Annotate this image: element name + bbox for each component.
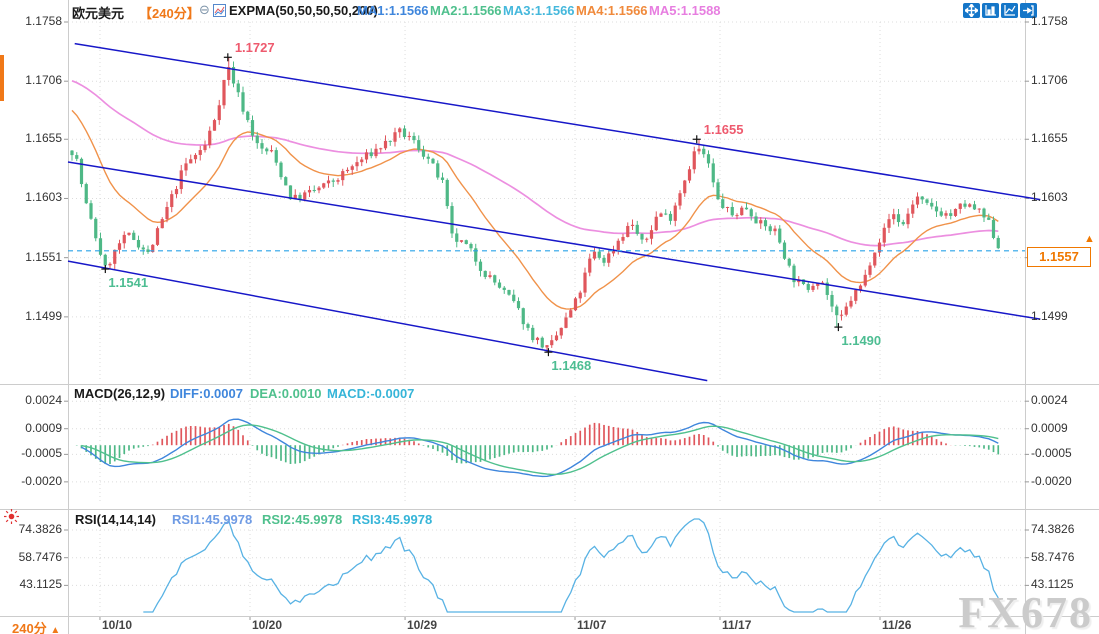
timeframe-label: 【240分】 <box>139 6 200 21</box>
date-tick-label: 11/26 <box>882 618 912 632</box>
rsi-axis-label: 43.1125 <box>19 577 63 591</box>
price-up-arrow-icon: ▲ <box>1084 233 1095 245</box>
macd-axis-label: -0.0005 <box>21 446 62 460</box>
ma1-value: MA1:1.1566 <box>357 3 429 18</box>
price-axis-label: 1.1499 <box>1031 309 1068 323</box>
price-annotation: 1.1468 <box>551 358 592 374</box>
exit-chart-icon[interactable] <box>1020 3 1037 18</box>
price-axis-label: 1.1706 <box>1031 73 1068 87</box>
last-price-tag: 1.1557 <box>1027 247 1091 267</box>
price-axis-label: 1.1758 <box>25 14 62 28</box>
date-tick-label: 10/10 <box>102 618 133 632</box>
price-annotation: 1.1490 <box>841 333 882 349</box>
macd-axis-label: 0.0009 <box>25 421 62 435</box>
pane-accent-bar <box>0 55 4 101</box>
rsi-axis-label: 43.1125 <box>1031 577 1074 591</box>
rsi3-value: RSI3:45.9978 <box>352 512 433 527</box>
macd-axis-label: -0.0020 <box>1031 474 1072 488</box>
price-annotation: 1.1541 <box>108 275 149 291</box>
macd-axis-label: -0.0020 <box>21 474 62 488</box>
footer-timeframe-arrow-icon: ▲ <box>50 625 61 634</box>
date-tick-label: 11/07 <box>577 618 607 632</box>
indicator-title: EXPMA(50,50,50,50,200) <box>229 3 378 18</box>
macd-axis-label: 0.0024 <box>25 393 62 407</box>
price-axis-label: 1.1603 <box>25 190 62 204</box>
macd-axis-label: -0.0005 <box>1031 446 1072 460</box>
price-annotation: 1.1727 <box>234 40 275 56</box>
ma5-value: MA5:1.1588 <box>649 3 721 18</box>
price-axis-label: 1.1603 <box>1031 190 1068 204</box>
price-axis-label: 1.1758 <box>1031 14 1068 28</box>
date-tick-label: 10/20 <box>252 618 283 632</box>
ma4-value: MA4:1.1566 <box>576 3 648 18</box>
footer-timeframe-selector[interactable]: 240分 ▲ <box>12 618 60 634</box>
ma2-value: MA2:1.1566 <box>430 3 502 18</box>
rsi-title: RSI(14,14,14) <box>75 512 156 527</box>
price-axis-label: 1.1706 <box>25 73 62 87</box>
rsi-axis-label: 74.3826 <box>18 522 62 536</box>
footer-timeframe-label: 240分 <box>12 621 47 634</box>
macd-diff-value: DIFF:0.0007 <box>170 386 243 401</box>
settings-sun-icon[interactable] <box>3 508 20 530</box>
move-icon[interactable] <box>963 3 980 18</box>
rsi2-value: RSI2:45.9978 <box>262 512 343 527</box>
scale-chart-icon[interactable] <box>1001 3 1018 18</box>
indicator-chart-icon <box>213 4 226 22</box>
collapse-icon[interactable]: ⊖ <box>199 2 210 17</box>
price-axis-label: 1.1551 <box>25 250 62 264</box>
symbol-title: 欧元美元 <box>72 6 125 21</box>
price-axis-label: 1.1655 <box>25 131 62 145</box>
ma3-value: MA3:1.1566 <box>503 3 575 18</box>
rsi-axis-label: 58.7476 <box>1031 550 1075 564</box>
price-annotation: 1.1655 <box>703 122 744 138</box>
date-tick-label: 11/17 <box>722 618 752 632</box>
macd-hist-value: MACD:-0.0007 <box>327 386 415 401</box>
macd-axis-label: 0.0024 <box>1031 393 1068 407</box>
macd-title: MACD(26,12,9) <box>74 386 166 401</box>
price-axis-label: 1.1655 <box>1031 131 1068 145</box>
macd-axis-label: 0.0009 <box>1031 421 1068 435</box>
macd-dea-value: DEA:0.0010 <box>250 386 322 401</box>
rsi-axis-label: 58.7476 <box>18 550 62 564</box>
price-axis-label: 1.1499 <box>25 309 62 323</box>
rsi-axis-label: 74.3826 <box>1031 522 1075 536</box>
fit-chart-icon[interactable] <box>982 3 999 18</box>
rsi1-value: RSI1:45.9978 <box>172 512 253 527</box>
date-tick-label: 10/29 <box>407 618 438 632</box>
